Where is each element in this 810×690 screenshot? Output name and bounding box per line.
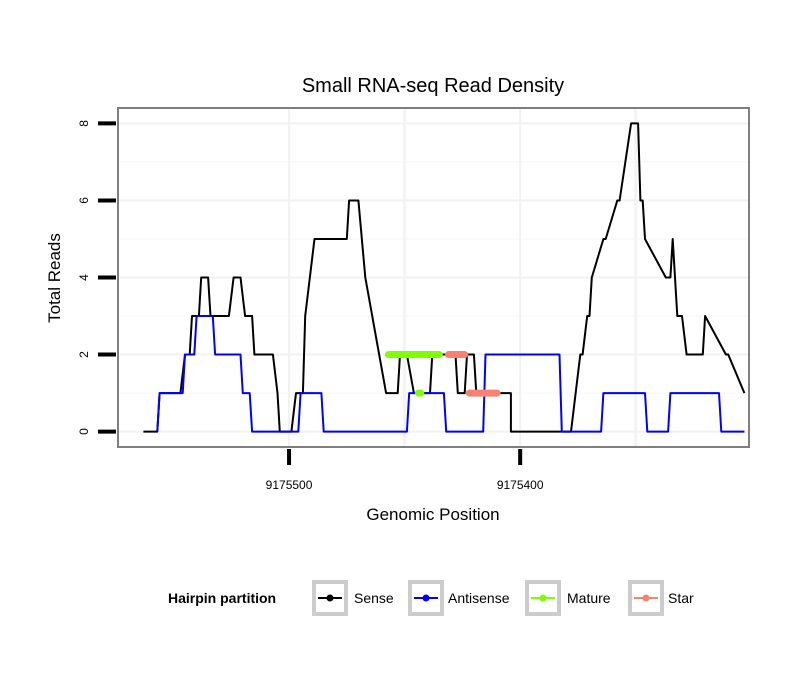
legend-label-mature: Mature [567,590,611,606]
y-tick-label: 2 [77,351,91,358]
legend-title: Hairpin partition [168,590,276,606]
legend-key-point [326,594,334,602]
legend-key-point [539,594,547,602]
plot-border [117,107,750,448]
legend-key-point [422,594,430,602]
legend-label-sense: Sense [354,590,394,606]
legend-label-star: Star [668,590,694,606]
legend-key-point [642,594,650,602]
series-layer [143,122,746,433]
x-tick-label: 9175400 [497,478,544,492]
x-axis-title: Genomic Position [366,505,499,524]
x-axis: 9175500 9175400 [266,449,544,492]
legend: Hairpin partition Sense Antisense Mature St… [168,580,694,616]
chart-title: Small RNA-seq Read Density [302,75,564,97]
y-axis: 0 2 4 6 8 [77,120,116,435]
y-tick-label: 8 [77,120,91,127]
y-tick-label: 4 [77,274,91,281]
legend-label-antisense: Antisense [448,590,510,606]
series-line-antisense [156,315,745,433]
y-tick-label: 0 [77,428,91,435]
x-tick-label: 9175500 [266,478,313,492]
y-axis-title: Total Reads [45,233,64,323]
y-tick-label: 6 [77,197,91,204]
